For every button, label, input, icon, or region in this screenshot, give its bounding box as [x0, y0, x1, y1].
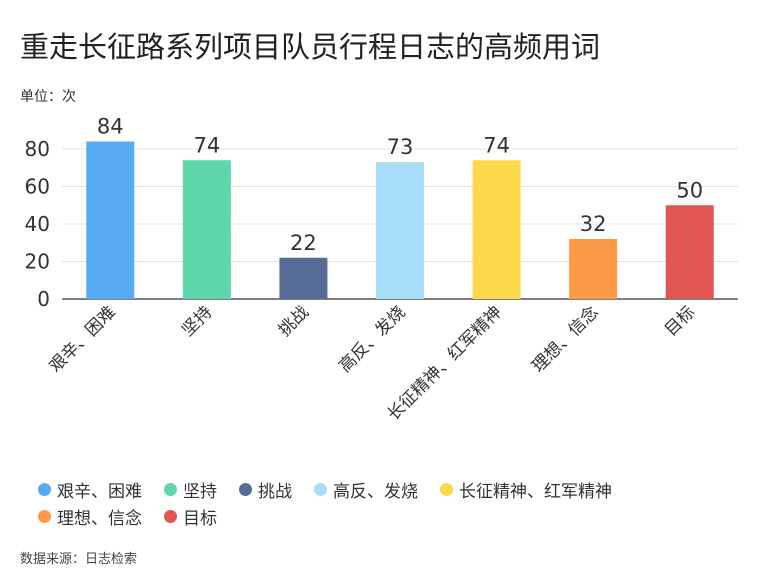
legend-label: 艰辛、困难 — [57, 482, 142, 502]
unit-label: 单位：次 — [20, 89, 76, 105]
bar — [86, 141, 135, 299]
y-tick-label: 20 — [25, 250, 50, 274]
legend-item[interactable]: 理想、信念 — [38, 503, 142, 530]
y-tick-label: 80 — [25, 137, 50, 161]
data-label: 74 — [193, 133, 220, 157]
bar-chart: 02040608084艰辛、困难74坚持22挑战73高反、发烧74长征精神、红军… — [25, 115, 738, 425]
legend-item[interactable]: 挑战 — [239, 476, 292, 503]
chart-title: 重走长征路系列项目队员行程日志的高频用词 — [20, 30, 601, 64]
legend-label: 挑战 — [258, 482, 292, 502]
bar — [182, 160, 231, 299]
y-tick-label: 0 — [37, 287, 50, 311]
legend-dot-icon — [314, 483, 327, 496]
data-label: 32 — [580, 212, 607, 236]
x-tick-label: 艰辛、困难 — [46, 302, 120, 376]
data-label: 50 — [676, 178, 703, 202]
legend-label: 坚持 — [183, 482, 217, 502]
bar — [665, 205, 714, 299]
legend-dot-icon — [38, 510, 51, 523]
legend-item[interactable]: 坚持 — [164, 476, 217, 503]
x-tick-label: 目标 — [661, 302, 699, 340]
legend-dot-icon — [164, 510, 177, 523]
legend-dot-icon — [38, 483, 51, 496]
legend-item[interactable]: 长征精神、红军精神 — [440, 476, 612, 503]
data-label: 22 — [290, 231, 317, 255]
legend-item[interactable]: 高反、发烧 — [314, 476, 418, 503]
x-tick-label: 高反、发烧 — [335, 302, 409, 376]
data-label: 74 — [483, 133, 510, 157]
data-label: 84 — [97, 115, 124, 139]
legend-dot-icon — [440, 483, 453, 496]
legend-label: 高反、发烧 — [333, 482, 418, 502]
legend-dot-icon — [239, 483, 252, 496]
source-note: 数据来源：日志检索 — [20, 552, 138, 567]
legend-label: 长征精神、红军精神 — [459, 482, 612, 502]
y-tick-label: 60 — [25, 175, 50, 199]
legend-dot-icon — [164, 483, 177, 496]
bar — [376, 162, 424, 299]
y-tick-label: 40 — [25, 212, 50, 236]
data-label: 73 — [387, 135, 414, 159]
bar — [279, 257, 328, 299]
bar — [569, 239, 618, 299]
legend-label: 理想、信念 — [57, 509, 142, 529]
legend-item[interactable]: 目标 — [164, 503, 217, 530]
bar — [472, 160, 521, 299]
x-tick-label: 坚持 — [178, 302, 216, 340]
x-tick-label: 理想、信念 — [528, 302, 603, 377]
legend: 艰辛、困难 坚持 挑战 高反、发烧 长征精神、红军精神理想、信念 目标 — [38, 476, 748, 530]
legend-item[interactable]: 艰辛、困难 — [38, 476, 142, 503]
legend-label: 目标 — [183, 509, 217, 529]
x-tick-label: 挑战 — [275, 302, 313, 340]
